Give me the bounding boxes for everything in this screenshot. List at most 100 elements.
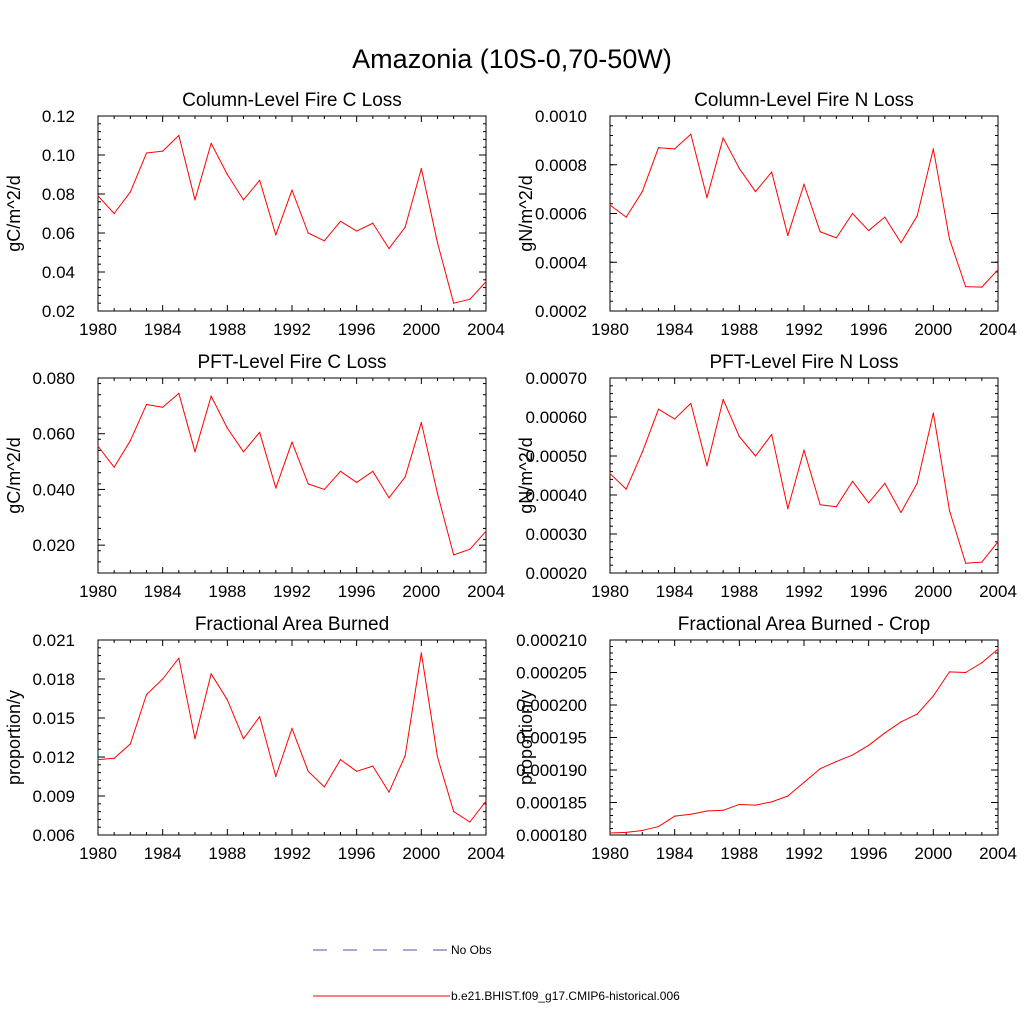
data-point: [787, 234, 789, 237]
x-tick-label: 1992: [785, 844, 823, 863]
y-tick-label: 0.040: [32, 480, 75, 499]
x-tick-label: 1980: [591, 844, 629, 863]
data-point: [625, 831, 627, 834]
data-point: [884, 732, 886, 734]
x-tick-label: 2004: [467, 844, 505, 863]
x-tick-label: 2000: [402, 320, 440, 339]
data-point: [884, 482, 886, 484]
data-point: [851, 480, 854, 482]
x-tick-label: 1992: [273, 582, 311, 601]
data-point: [932, 148, 934, 150]
data-point: [469, 821, 471, 823]
plot-frame: [609, 639, 999, 836]
series-line: [609, 398, 999, 564]
y-tick-label: 0.000185: [516, 794, 587, 813]
data-point: [609, 472, 611, 475]
data-point: [259, 716, 261, 718]
x-tick-label: 1984: [656, 320, 694, 339]
data-point: [771, 171, 773, 173]
y-axis-label: gN/m^2/d: [516, 437, 536, 513]
data-point: [339, 759, 342, 761]
data-point: [690, 813, 692, 815]
data-point: [323, 240, 325, 242]
x-tick-label: 2004: [979, 320, 1017, 339]
data-point: [339, 220, 342, 222]
panels: Column-Level Fire C Loss 1980 1984 1988 1992…: [4, 90, 1017, 863]
series-line: [97, 392, 487, 556]
page-title: Amazonia (10S-0,70-50W): [352, 44, 672, 74]
data-point: [754, 455, 757, 457]
panel-6: Fractional Area Burned - Crop 1980 1984 198…: [516, 614, 1017, 863]
panel-5: Fractional Area Burned 1980 1984 1988 1992 19…: [4, 614, 505, 863]
y-tick-label: 0.009: [32, 787, 75, 806]
data-point: [97, 759, 99, 761]
data-point: [194, 738, 196, 740]
data-point: [194, 451, 196, 453]
series-line: [97, 135, 487, 304]
data-point: [291, 727, 293, 730]
data-point: [307, 483, 309, 485]
data-point: [771, 433, 773, 436]
plot-frame: [97, 639, 487, 836]
data-point: [210, 673, 212, 675]
data-point: [948, 671, 951, 673]
data-point: [997, 648, 999, 650]
y-axis-label: gC/m^2/d: [4, 175, 24, 251]
data-point: [372, 222, 374, 224]
x-tick-label: 1980: [79, 844, 117, 863]
x-tick-label: 1980: [591, 320, 629, 339]
data-point: [997, 268, 999, 271]
data-point: [803, 449, 805, 451]
panel-title: PFT-Level Fire N Loss: [710, 352, 899, 373]
data-point: [388, 791, 390, 793]
data-point: [851, 754, 854, 756]
data-point: [916, 713, 918, 715]
data-point: [609, 204, 611, 206]
data-point: [690, 133, 692, 135]
x-tick-label: 1988: [208, 582, 246, 601]
data-point: [868, 502, 870, 504]
y-tick-label: 0.000195: [516, 729, 587, 748]
data-point: [706, 465, 708, 467]
data-point: [356, 481, 358, 484]
data-point: [690, 402, 692, 404]
y-tick-label: 0.006: [32, 826, 75, 845]
data-point: [420, 652, 422, 654]
data-point: [210, 142, 212, 144]
data-point: [372, 765, 374, 767]
data-point: [404, 226, 406, 228]
data-point: [900, 721, 902, 723]
x-tick-label: 1980: [79, 582, 117, 601]
data-point: [129, 440, 131, 442]
data-point: [485, 281, 487, 283]
x-tick-label: 1996: [338, 582, 376, 601]
panel-4: PFT-Level Fire N Loss 1980 1984 1988 1992 199…: [516, 352, 1017, 601]
data-point: [210, 395, 212, 397]
x-tick-label: 2000: [914, 582, 952, 601]
data-point: [113, 212, 115, 215]
data-point: [226, 699, 228, 701]
x-tick-label: 1988: [208, 320, 246, 339]
data-point: [722, 137, 724, 139]
y-tick-label: 0.00030: [526, 525, 587, 544]
y-tick-label: 0.018: [32, 670, 75, 689]
data-point: [948, 238, 951, 240]
data-point: [178, 657, 180, 659]
series-line: [97, 652, 487, 823]
data-point: [453, 554, 455, 556]
legend-label-no-obs: No Obs: [451, 943, 492, 957]
y-tick-label: 0.000210: [516, 631, 587, 650]
y-tick-label: 0.021: [32, 631, 75, 650]
data-point: [129, 743, 131, 745]
data-point: [965, 562, 967, 564]
data-point: [948, 510, 951, 512]
data-point: [819, 504, 821, 506]
data-point: [404, 755, 406, 757]
y-tick-label: 0.02: [42, 302, 75, 321]
panel-title: Column-Level Fire C Loss: [182, 90, 402, 111]
panel-3: PFT-Level Fire C Loss 1980 1984 1988 1992 199…: [4, 352, 505, 601]
y-tick-label: 0.015: [32, 709, 75, 728]
data-point: [356, 770, 358, 772]
data-point: [113, 757, 115, 759]
y-tick-label: 0.0008: [535, 156, 587, 175]
